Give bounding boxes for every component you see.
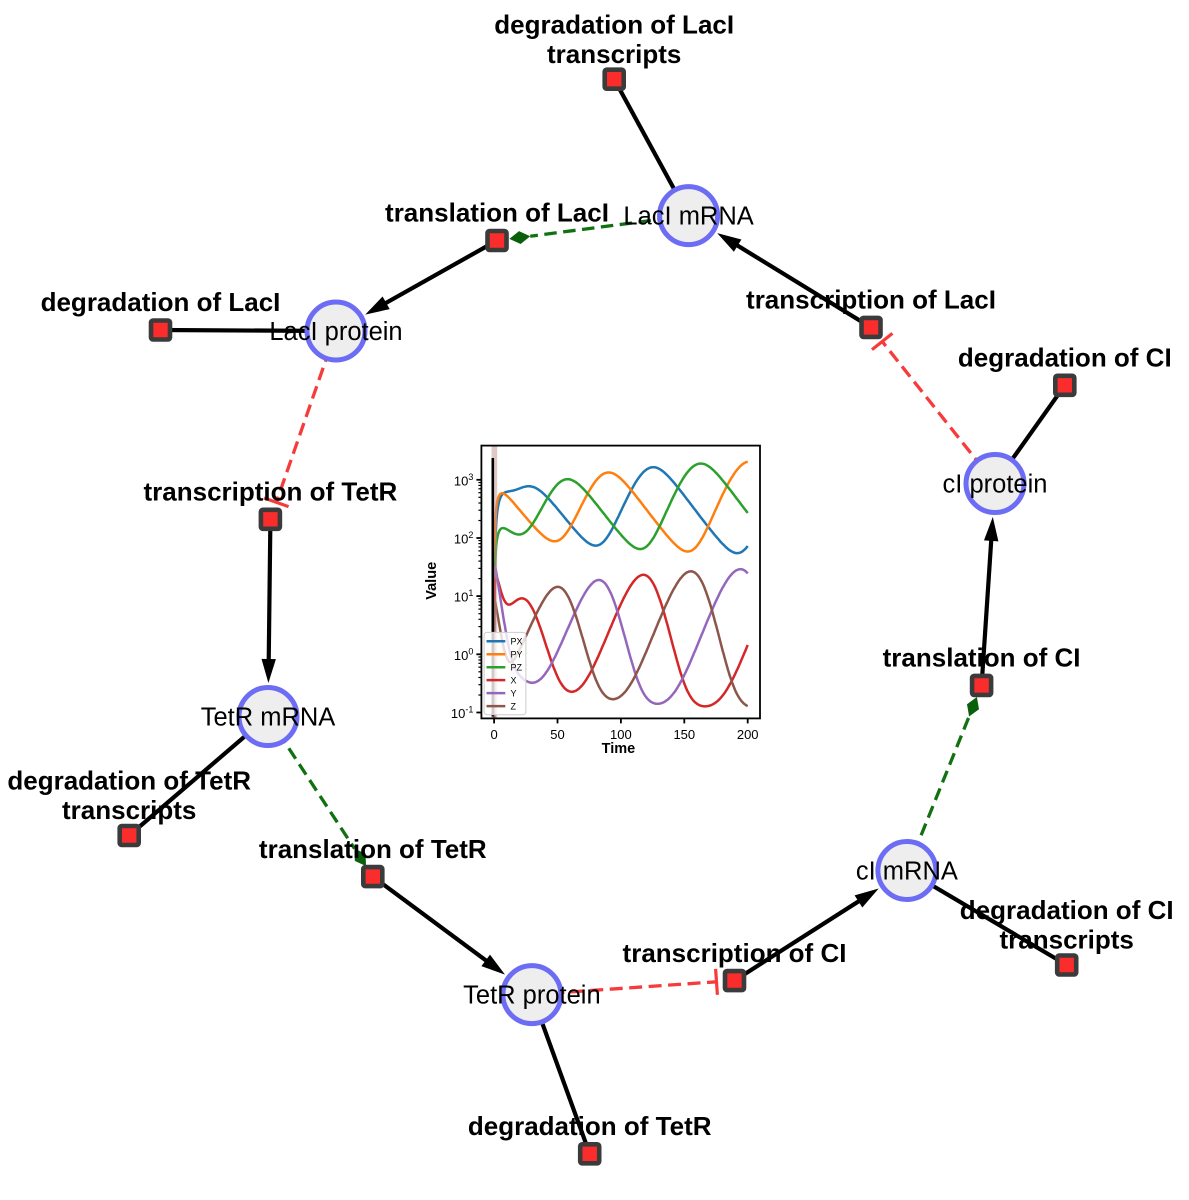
svg-text:Value: Value — [424, 562, 440, 600]
svg-text:translation of LacI: translation of LacI — [385, 198, 609, 228]
svg-text:LacI protein: LacI protein — [269, 318, 402, 346]
svg-text:50: 50 — [550, 727, 564, 742]
svg-text:degradation of LacI: degradation of LacI — [41, 287, 281, 317]
svg-text:degradation of CI: degradation of CI — [958, 343, 1172, 373]
svg-text:degradation of TetR: degradation of TetR — [468, 1111, 712, 1141]
svg-text:200: 200 — [737, 727, 759, 742]
svg-text:LacI mRNA: LacI mRNA — [623, 203, 753, 231]
svg-text:degradation of LacI: degradation of LacI — [494, 9, 734, 39]
svg-text:transcription of TetR: transcription of TetR — [144, 477, 398, 507]
svg-text:150: 150 — [673, 727, 695, 742]
svg-text:transcripts: transcripts — [1000, 925, 1134, 955]
svg-text:TetR protein: TetR protein — [463, 982, 601, 1010]
svg-text:degradation of CI: degradation of CI — [960, 895, 1174, 925]
svg-text:translation of CI: translation of CI — [883, 643, 1081, 673]
svg-text:degradation of TetR: degradation of TetR — [7, 766, 251, 796]
svg-text:PZ: PZ — [511, 662, 523, 672]
svg-text:Time: Time — [602, 741, 636, 757]
svg-text:translation of TetR: translation of TetR — [259, 834, 487, 864]
svg-text:cI mRNA: cI mRNA — [856, 858, 958, 886]
svg-text:0: 0 — [490, 727, 497, 742]
svg-text:Y: Y — [511, 688, 517, 698]
svg-text:100: 100 — [610, 727, 632, 742]
svg-text:transcripts: transcripts — [62, 795, 196, 825]
svg-text:transcription of CI: transcription of CI — [623, 938, 847, 968]
svg-text:TetR mRNA: TetR mRNA — [201, 704, 336, 732]
svg-text:transcripts: transcripts — [547, 39, 681, 69]
svg-text:Z: Z — [511, 701, 517, 711]
svg-text:PX: PX — [511, 636, 523, 646]
svg-text:PY: PY — [511, 649, 523, 659]
svg-text:X: X — [511, 675, 517, 685]
svg-text:transcription of LacI: transcription of LacI — [746, 285, 996, 315]
svg-text:cI protein: cI protein — [943, 471, 1048, 499]
